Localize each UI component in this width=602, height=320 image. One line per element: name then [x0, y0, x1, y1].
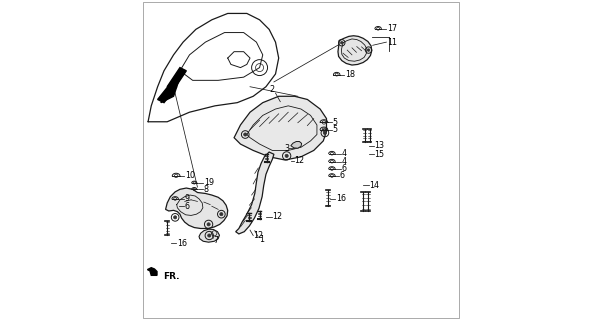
Circle shape [367, 49, 370, 51]
Text: 16: 16 [177, 239, 187, 248]
Polygon shape [147, 268, 157, 275]
Polygon shape [166, 188, 228, 228]
Polygon shape [234, 96, 326, 160]
Text: 12: 12 [272, 212, 282, 221]
Text: 4: 4 [342, 157, 347, 166]
Text: 6: 6 [185, 202, 190, 211]
Circle shape [323, 131, 326, 134]
Text: 6: 6 [340, 172, 344, 180]
Polygon shape [161, 77, 180, 103]
Circle shape [341, 42, 343, 44]
Text: 17: 17 [387, 24, 397, 33]
Polygon shape [338, 36, 371, 65]
Text: 9: 9 [185, 194, 190, 204]
Text: 13: 13 [374, 141, 384, 150]
Text: 5: 5 [333, 118, 338, 127]
Polygon shape [199, 229, 220, 242]
Polygon shape [167, 68, 186, 90]
Text: 3: 3 [284, 144, 290, 153]
Circle shape [208, 234, 211, 237]
Text: 5: 5 [333, 125, 338, 134]
Text: 16: 16 [336, 194, 346, 204]
Polygon shape [236, 152, 274, 234]
Text: 11: 11 [387, 38, 397, 47]
Text: 4: 4 [342, 149, 347, 158]
Text: 2: 2 [269, 85, 275, 94]
Text: 1: 1 [259, 235, 265, 244]
Text: 12: 12 [253, 231, 263, 240]
Circle shape [220, 212, 223, 216]
Text: 18: 18 [345, 70, 355, 79]
Text: 12: 12 [294, 156, 305, 165]
Text: 14: 14 [370, 181, 379, 190]
Circle shape [244, 133, 247, 136]
Text: 8: 8 [204, 185, 209, 194]
Text: FR.: FR. [163, 272, 180, 281]
Circle shape [285, 154, 288, 157]
Text: 10: 10 [185, 172, 194, 180]
Polygon shape [158, 84, 177, 103]
Circle shape [173, 216, 177, 219]
Text: 19: 19 [204, 179, 214, 188]
Text: 15: 15 [374, 150, 385, 159]
Text: 7: 7 [213, 236, 219, 245]
Circle shape [207, 223, 210, 226]
Polygon shape [291, 141, 302, 148]
Text: 6: 6 [342, 164, 347, 173]
